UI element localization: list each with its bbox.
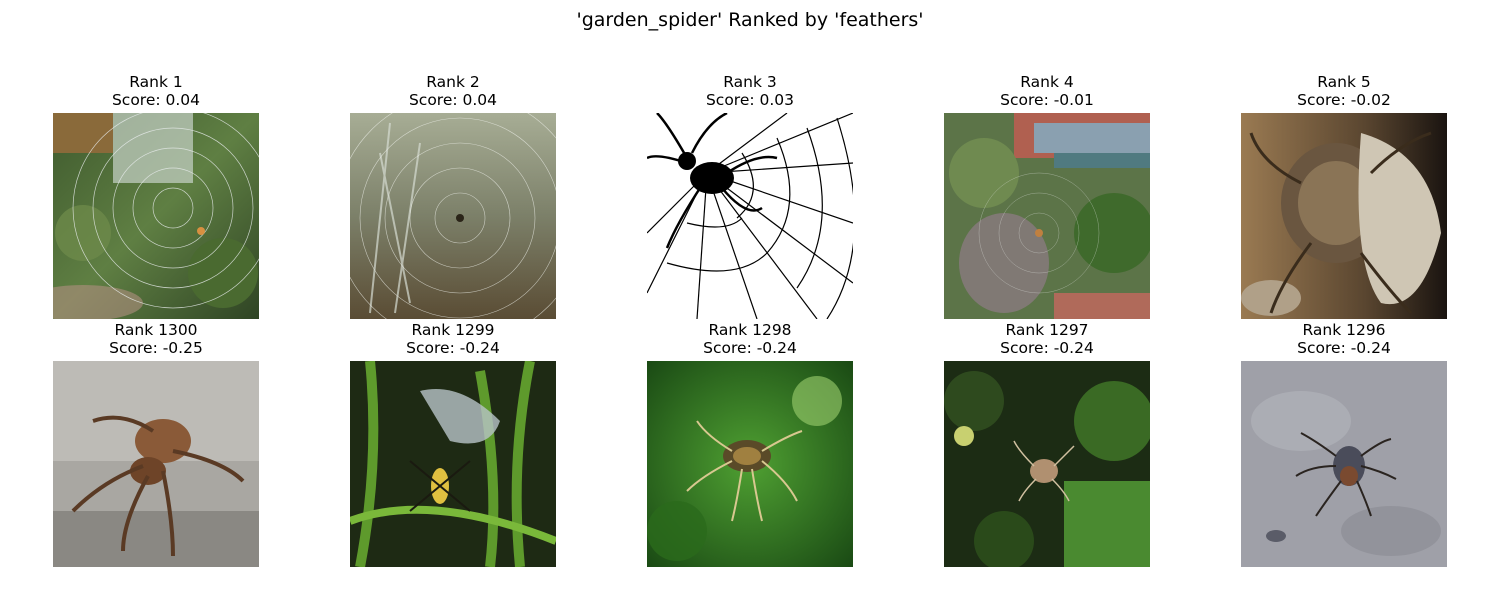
spider-gray-stone-photo (1241, 361, 1447, 567)
panel-title: Rank 1300 Score: -0.25 (13, 321, 299, 357)
score-label: Score: -0.24 (703, 339, 797, 357)
rank-label: Rank 1298 (708, 321, 792, 339)
score-label: Score: -0.24 (1000, 339, 1094, 357)
score-label: Score: 0.03 (705, 91, 795, 109)
score-label: Score: -0.01 (1000, 91, 1094, 109)
panel-title: Rank 1296 Score: -0.24 (1201, 321, 1487, 357)
rank-label: Rank 1 (129, 73, 183, 91)
panel-title: Rank 1 Score: 0.04 (13, 73, 299, 109)
figure-title: 'garden_spider' Ranked by 'feathers' (576, 9, 924, 31)
rank-label: Rank 1297 (1005, 321, 1089, 339)
rank-label: Rank 1299 (411, 321, 495, 339)
rank-label: Rank 5 (1317, 73, 1371, 91)
spider-green-bokeh-photo (647, 361, 853, 567)
score-label: Score: -0.24 (1297, 339, 1391, 357)
wasp-spider-grass-photo (350, 361, 556, 567)
spider-dark-foliage-photo (944, 361, 1150, 567)
panel-title: Rank 4 Score: -0.01 (904, 73, 1190, 109)
panel-title: Rank 3 Score: 0.03 (607, 73, 893, 109)
rank-label: Rank 1296 (1302, 321, 1386, 339)
rank-label: Rank 3 (723, 73, 777, 91)
score-label: Score: -0.02 (1297, 91, 1391, 109)
panel-title: Rank 2 Score: 0.04 (310, 73, 596, 109)
spider-on-concrete-photo (53, 361, 259, 567)
spider-closeup-bark-photo (1241, 113, 1447, 319)
score-label: Score: 0.04 (408, 91, 498, 109)
spider-web-garden-photo (53, 113, 259, 319)
rank-label: Rank 4 (1020, 73, 1074, 91)
panel-title: Rank 1297 Score: -0.24 (904, 321, 1190, 357)
panel-title: Rank 5 Score: -0.02 (1201, 73, 1487, 109)
black-spider-web-drawing (647, 113, 853, 319)
dewy-web-lavender-photo (350, 113, 556, 319)
score-label: Score: 0.04 (111, 91, 201, 109)
rank-label: Rank 2 (426, 73, 480, 91)
score-label: Score: -0.25 (109, 339, 203, 357)
panel-title: Rank 1299 Score: -0.24 (310, 321, 596, 357)
spider-web-yard-photo (944, 113, 1150, 319)
rank-label: Rank 1300 (114, 321, 198, 339)
score-label: Score: -0.24 (406, 339, 500, 357)
panel-title: Rank 1298 Score: -0.24 (607, 321, 893, 357)
